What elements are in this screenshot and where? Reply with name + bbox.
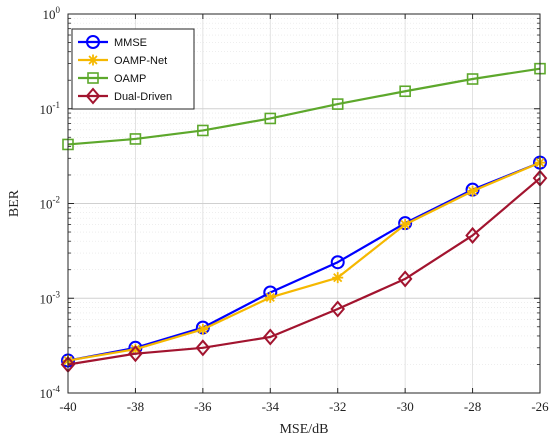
data-point-oamp-net [399,219,411,231]
data-point-mmse [330,255,345,270]
asterisk-stroke [265,292,275,303]
data-point-dual-driven [262,328,278,346]
y-tick-label-base: 10 [43,7,56,22]
data-point-oamp [264,112,277,125]
data-point-oamp [129,133,142,145]
y-tick-label-exponent: 0 [56,5,61,15]
legend-label-oamp: OAMP [114,73,146,85]
y-tick-label-base: 10 [40,102,53,117]
y-tick-label-base: 10 [40,386,53,401]
legend-marker-dual-driven [85,87,101,105]
data-point-oamp [399,85,411,98]
data-point-oamp [331,98,344,110]
legend-marker-oamp-net [87,54,99,66]
asterisk-stroke [333,273,343,283]
series-line-oamp [67,67,541,146]
data-point-oamp [466,73,479,85]
asterisk-stroke [198,324,208,334]
y-tick-label: 10-1 [40,100,61,117]
x-tick-label: -40 [59,399,76,414]
data-point-dual-driven [397,270,413,288]
legend-marker-oamp [87,72,99,84]
asterisk-stroke [467,186,478,196]
y-tick-label-base: 10 [40,291,53,306]
y-tick-label: 100 [43,5,61,22]
y-tick-label-exponent: -4 [53,384,61,394]
x-tick-label: -32 [329,399,346,414]
legend-item-oamp: OAMP [78,72,146,85]
x-tick-label: -28 [464,399,481,414]
series-line-oamp-net [67,161,541,362]
x-axis-label: MSE/dB [279,422,328,437]
x-tick-labels: -40 -38 -36 -34 -32 -30 -28 -26 [59,399,549,414]
asterisk-stroke [400,219,410,230]
x-tick-label: -26 [531,399,549,414]
series-oamp-net [62,157,546,367]
x-tick-label: -38 [127,399,144,414]
y-tick-label-exponent: -3 [53,289,61,299]
legend-marker-mmse [86,35,100,49]
data-point-dual-driven [330,300,346,318]
legend-item-dual-driven: Dual-Driven [78,87,172,105]
legend-item-mmse: MMSE [78,35,147,49]
x-tick-label: -34 [262,399,280,414]
y-axis-label: BER [7,189,22,217]
data-point-oamp-net [467,185,479,197]
data-point-dual-driven [465,226,480,244]
x-tick-label: -36 [194,399,212,414]
data-point-oamp [197,124,209,137]
legend-label-mmse: MMSE [114,37,147,49]
y-tick-label-exponent: -2 [53,195,61,205]
legend-label-dual-driven: Dual-Driven [114,91,172,103]
y-tick-label: 10-3 [40,289,61,306]
y-tick-label-base: 10 [40,197,53,212]
y-tick-label-exponent: -1 [53,100,61,110]
data-point-oamp-net [332,272,344,284]
data-point-oamp-net [264,291,276,303]
asterisk-stroke [130,344,141,354]
series-line-mmse [67,161,541,362]
series-line-dual-driven [67,177,541,366]
y-tick-label: 10-2 [40,195,61,212]
plot-frame [67,13,541,394]
data-point-dual-driven [195,339,211,357]
legend-item-oamp-net: OAMP-Net [78,54,167,67]
data-point-dual-driven [128,345,143,363]
x-tick-label: -30 [396,399,413,414]
legend: MMSE OAMP-Net OAMP Dual-Driven [71,28,195,110]
data-point-oamp-net [197,323,209,335]
legend-label-oamp-net: OAMP-Net [114,55,167,67]
asterisk-stroke [88,55,98,65]
y-tick-label: 10-4 [40,384,61,401]
